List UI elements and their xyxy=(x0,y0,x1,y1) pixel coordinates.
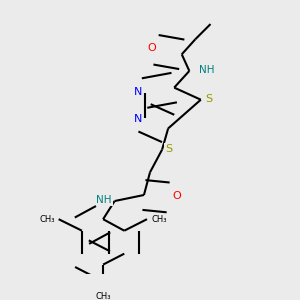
Text: NH: NH xyxy=(96,195,112,205)
Text: O: O xyxy=(172,191,181,201)
Text: CH₃: CH₃ xyxy=(95,292,111,300)
Text: S: S xyxy=(205,94,212,104)
Text: N: N xyxy=(134,87,142,97)
Text: O: O xyxy=(148,44,156,53)
Text: NH: NH xyxy=(199,64,214,75)
Text: CH₃: CH₃ xyxy=(151,215,166,224)
Text: S: S xyxy=(165,144,172,154)
Text: CH₃: CH₃ xyxy=(39,215,55,224)
Text: N: N xyxy=(134,114,142,124)
